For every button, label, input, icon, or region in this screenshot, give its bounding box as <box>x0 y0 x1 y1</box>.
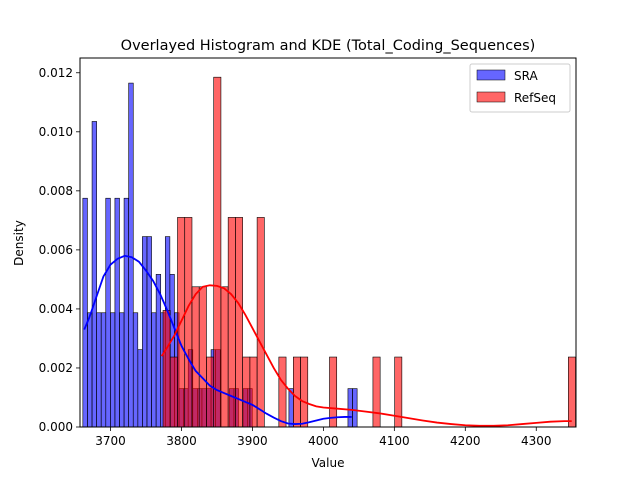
x-tick-label: 3700 <box>95 434 126 448</box>
chart-title: Overlayed Histogram and KDE (Total_Codin… <box>121 38 536 54</box>
legend-swatch-refseq <box>476 91 506 103</box>
sra-bar <box>91 121 97 428</box>
refseq-bar <box>329 356 338 428</box>
refseq-bar <box>220 286 229 428</box>
refseq-bar <box>206 356 214 428</box>
x-tick-label: 4300 <box>521 434 552 448</box>
sra-bar <box>105 197 111 428</box>
refseq-bar <box>213 76 222 428</box>
refseq-bar <box>162 310 171 428</box>
y-tick-label: 0.006 <box>39 243 73 257</box>
sra-bar <box>100 312 107 428</box>
sra-bar <box>137 349 143 428</box>
refseq-bar <box>568 356 576 428</box>
kde-lines <box>83 254 572 427</box>
sra-bar <box>128 82 134 428</box>
y-tick-label: 0.000 <box>39 420 73 434</box>
y-tick-label: 0.004 <box>39 302 73 316</box>
refseq-bar <box>235 217 243 428</box>
y-tick-label: 0.012 <box>39 66 73 80</box>
plot-frame <box>79 57 577 428</box>
sra-bar <box>142 236 148 428</box>
sra-bar <box>119 312 125 428</box>
sra-bar <box>155 274 162 428</box>
x-axis-label: Value <box>312 456 345 470</box>
refseq-bar <box>242 356 251 428</box>
refseq-bar <box>198 286 207 428</box>
sra-bar <box>114 197 120 428</box>
x-tick-label: 3900 <box>237 434 268 448</box>
x-tick-label: 3800 <box>166 434 197 448</box>
legend-label-sra: SRA <box>514 69 538 83</box>
y-tick-label: 0.008 <box>39 184 73 198</box>
refseq-bar <box>191 286 200 428</box>
refseq-bar <box>300 356 309 428</box>
refseq-bar <box>256 217 265 428</box>
sra-bar <box>110 312 116 428</box>
y-tick-label: 0.010 <box>39 125 73 139</box>
refseq-bar <box>292 356 301 428</box>
sra-bar <box>96 312 102 428</box>
refseq-bar <box>278 356 287 428</box>
sra-bar <box>151 312 157 428</box>
refseq-bar <box>249 356 258 428</box>
x-axis-ticks: 3700 3800 3900 4000 4100 4200 4300 <box>95 427 552 448</box>
x-tick-label: 4100 <box>379 434 410 448</box>
sra-kde-line <box>83 254 352 425</box>
y-axis-label: Density <box>12 220 26 266</box>
y-axis-ticks: 0.000 0.002 0.004 0.006 0.008 0.010 0.012 <box>39 66 80 434</box>
sra-bar <box>146 236 152 428</box>
sra-bar <box>352 388 358 428</box>
refseq-bar <box>184 217 193 428</box>
refseq-kde-line <box>160 284 572 427</box>
x-tick-label: 4200 <box>450 434 481 448</box>
sra-bar <box>82 197 88 428</box>
refseq-bar <box>372 356 381 428</box>
legend-label-refseq: RefSeq <box>514 91 556 105</box>
refseq-bar <box>169 356 178 428</box>
sra-bar <box>87 312 93 428</box>
legend-swatch-sra <box>476 69 506 81</box>
sra-bar <box>132 312 139 428</box>
sra-bar <box>123 197 129 428</box>
legend: SRA RefSeq <box>469 63 571 113</box>
x-tick-label: 4000 <box>308 434 339 448</box>
y-tick-label: 0.002 <box>39 361 73 375</box>
sra-bar <box>347 388 353 428</box>
